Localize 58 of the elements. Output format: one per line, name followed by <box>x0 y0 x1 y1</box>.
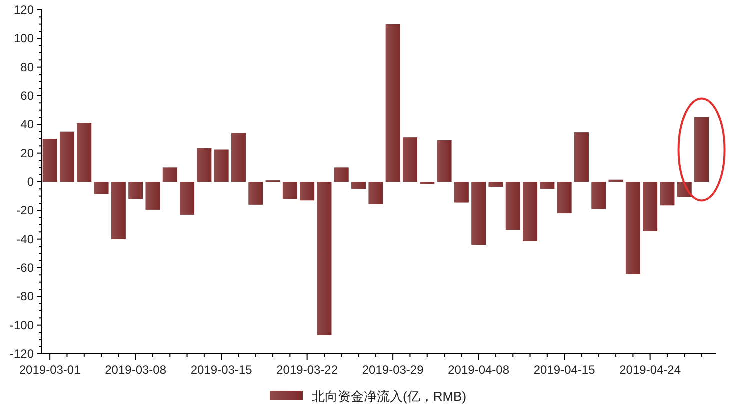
y-tick-label: -100 <box>10 318 34 332</box>
y-tick-label: -80 <box>16 290 34 304</box>
bar <box>111 182 126 240</box>
bar <box>162 168 178 182</box>
bar <box>626 182 640 274</box>
bar <box>248 182 264 205</box>
bar <box>402 138 418 182</box>
bar <box>368 182 384 204</box>
bar <box>488 182 504 188</box>
bar <box>214 150 229 182</box>
bar <box>540 182 555 190</box>
bar <box>557 182 572 214</box>
bar <box>300 182 315 201</box>
bar <box>197 148 212 182</box>
bar <box>523 182 538 242</box>
bar <box>60 132 74 182</box>
bar <box>94 182 109 194</box>
x-tick-label: 2019-03-15 <box>190 363 253 377</box>
y-tick-label: -120 <box>10 347 34 361</box>
bar <box>352 182 366 190</box>
x-tick-label: 2019-03-08 <box>105 363 167 377</box>
y-tick-label: 60 <box>20 89 34 103</box>
y-tick-label: 120 <box>14 3 34 17</box>
bar <box>472 182 486 246</box>
y-tick-label: 20 <box>20 146 34 160</box>
bar <box>386 24 400 182</box>
x-tick-label: 2019-04-15 <box>534 363 596 377</box>
y-tick-label: 40 <box>20 118 34 132</box>
bar <box>694 118 710 182</box>
x-tick-label: 2019-03-22 <box>276 363 338 377</box>
bar <box>643 182 658 232</box>
bar <box>146 182 160 210</box>
bar <box>317 182 332 336</box>
y-tick-label: 0 <box>27 175 34 189</box>
bar <box>437 140 452 182</box>
bar <box>454 182 469 203</box>
y-tick-label: -40 <box>16 232 34 246</box>
bar <box>506 182 520 230</box>
x-tick-label: 2019-03-01 <box>19 363 82 377</box>
legend: 北向资金净流入(亿，RMB) <box>270 389 467 404</box>
y-tick-label: 80 <box>20 60 34 74</box>
legend-label: 北向资金净流入(亿，RMB) <box>312 389 467 404</box>
bar <box>334 168 349 182</box>
bar <box>42 139 58 182</box>
bar <box>574 132 589 182</box>
x-tick-label: 2019-04-08 <box>448 363 510 377</box>
y-tick-label: -20 <box>16 204 34 218</box>
bar <box>282 182 298 200</box>
bar <box>180 182 195 215</box>
bar <box>77 123 92 182</box>
bar <box>592 182 606 210</box>
bar <box>231 133 246 182</box>
x-tick-label: 2019-03-29 <box>362 363 424 377</box>
y-tick-label: -60 <box>16 261 34 275</box>
y-tick-label: 100 <box>14 32 34 46</box>
bar <box>128 182 144 200</box>
bar <box>660 182 675 206</box>
x-tick-label: 2019-04-24 <box>620 363 682 377</box>
